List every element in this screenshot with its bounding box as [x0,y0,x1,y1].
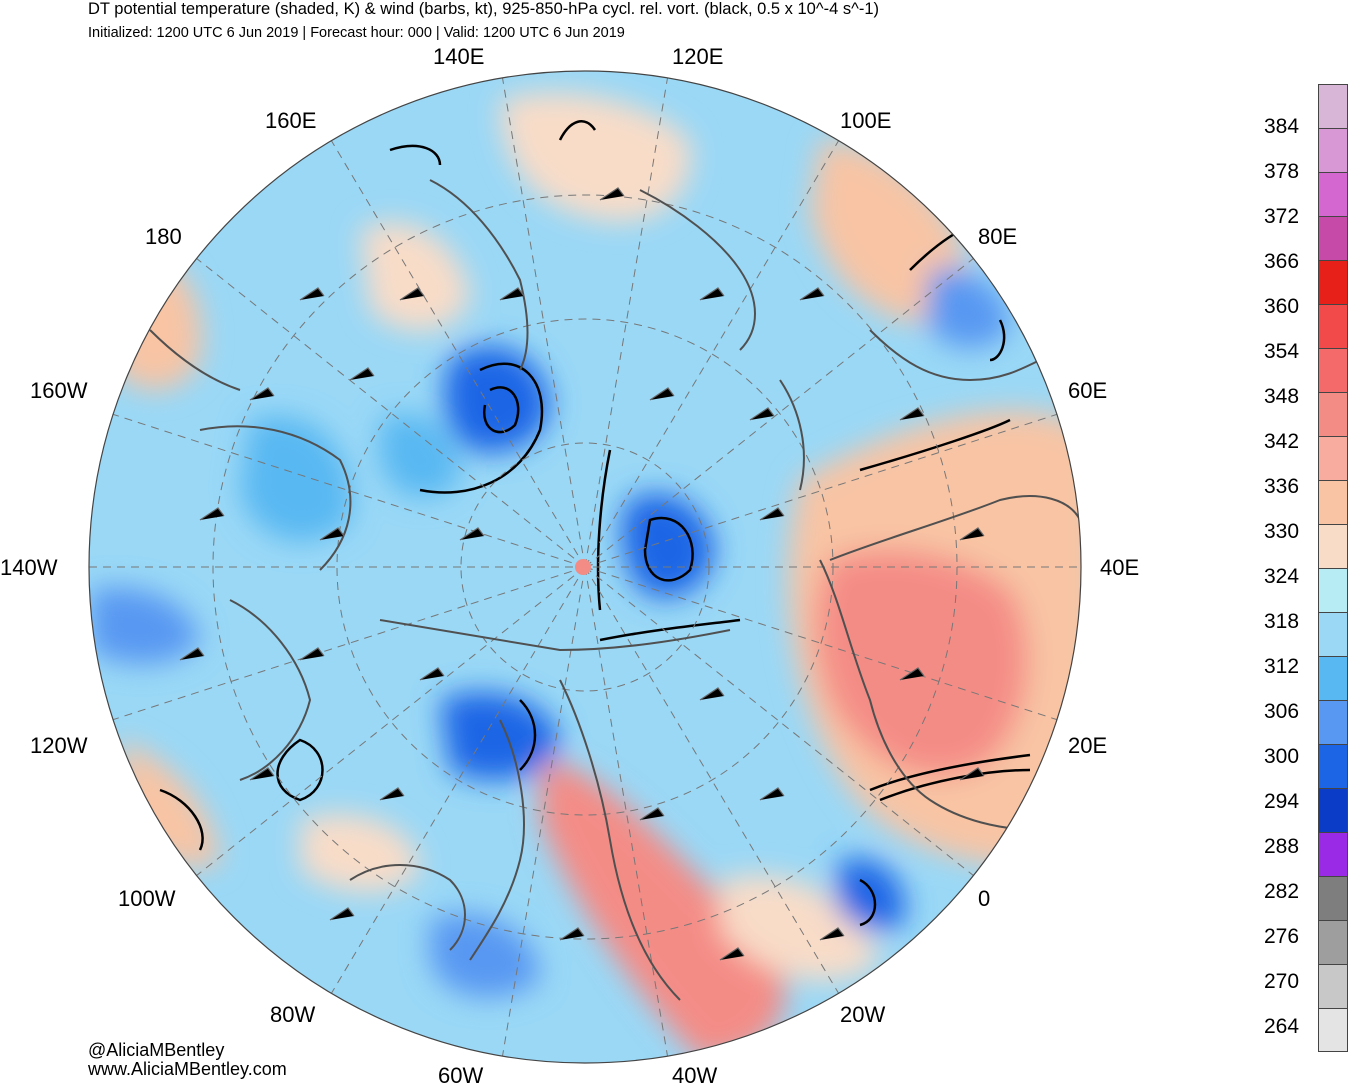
colorbar-tick-label: 312 [1264,655,1300,678]
colorbar-swatch [1318,920,1348,964]
lon-label-160e: 160E [265,108,317,133]
colorbar-swatch [1318,656,1348,700]
colorbar-swatch [1318,744,1348,788]
lon-label-140w: 140W [0,555,58,580]
colorbar-swatch [1318,436,1348,480]
colorbar-swatch [1318,348,1348,392]
colorbar-tick-label: 270 [1264,970,1300,993]
colorbar-swatch [1318,612,1348,656]
colorbar-tick-label: 330 [1264,520,1300,543]
wind-barbs [179,187,985,961]
colorbar-tick-label: 288 [1264,835,1300,858]
colorbar-swatch [1318,172,1348,216]
coastlines [149,179,1081,1001]
lon-label-160w: 160W [30,378,88,403]
colorbar-tick-label: 342 [1264,430,1300,453]
colorbar-swatch [1318,832,1348,876]
lon-label-140e: 140E [433,44,485,69]
colorbar-tick-label: 372 [1264,205,1300,228]
colorbar-tick-label: 318 [1264,610,1300,633]
lon-label-80e: 80E [978,224,1018,249]
vorticity-contours [159,120,1031,927]
lon-label-120e: 120E [672,44,724,69]
lon-label-100w: 100W [118,886,176,911]
colorbar-swatch [1318,568,1348,612]
colorbar-tick-label: 378 [1264,160,1300,183]
chart-title: DT potential temperature (shaded, K) & w… [88,0,880,18]
lon-label-20w: 20W [840,1002,886,1027]
map-boundary [88,70,1082,1064]
colorbar-tick-label: 354 [1264,340,1300,363]
colorbar-swatch [1318,480,1348,524]
lon-label-40w: 40W [672,1063,718,1088]
colorbar-tick-label: 366 [1264,250,1300,273]
colorbar-tick-label: 294 [1264,790,1300,813]
colorbar-swatch [1318,876,1348,920]
colorbar [1318,84,1348,1052]
colorbar-swatch [1318,304,1348,348]
lon-label-0: 0 [978,886,991,911]
credit-website: www.AliciaMBentley.com [88,1059,287,1079]
temperature-shading [89,71,1081,1063]
lon-label-100e: 100E [840,108,892,133]
lon-label-60e: 60E [1068,378,1108,403]
colorbar-swatch [1318,1008,1348,1052]
colorbar-swatch [1318,788,1348,832]
lon-label-20e: 20E [1068,733,1108,758]
colorbar-tick-label: 360 [1264,295,1300,318]
colorbar-swatch [1318,260,1348,304]
lon-label-120w: 120W [30,733,88,758]
colorbar-tick-label: 348 [1264,385,1300,408]
colorbar-tick-label: 336 [1264,475,1300,498]
colorbar-swatch [1318,84,1348,128]
colorbar-swatch [1318,524,1348,568]
lon-label-40e: 40E [1100,555,1140,580]
chart-subtitle: Initialized: 1200 UTC 6 Jun 2019 | Forec… [88,25,625,41]
pole-marker [575,559,591,575]
colorbar-swatch [1318,128,1348,172]
credit-twitter: @AliciaMBentley [88,1040,225,1060]
colorbar-swatch [1318,964,1348,1008]
colorbar-swatch [1318,392,1348,436]
colorbar-tick-label: 306 [1264,700,1300,723]
colorbar-tick-label: 384 [1264,115,1300,138]
lon-label-180: 180 [145,224,182,249]
colorbar-swatch [1318,216,1348,260]
lon-label-80w: 80W [270,1002,316,1027]
colorbar-swatch [1318,700,1348,744]
colorbar-tick-label: 276 [1264,925,1300,948]
colorbar-tick-label: 264 [1264,1015,1300,1038]
colorbar-tick-label: 282 [1264,880,1300,903]
lon-label-60w: 60W [438,1063,484,1088]
colorbar-tick-label: 300 [1264,745,1300,768]
colorbar-tick-label: 324 [1264,565,1300,588]
